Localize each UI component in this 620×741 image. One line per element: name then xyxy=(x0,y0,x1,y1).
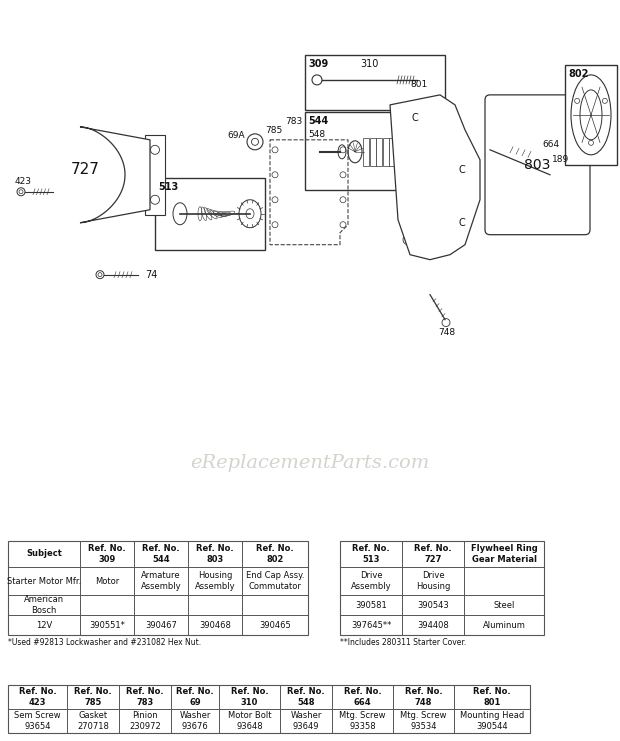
Text: 390543: 390543 xyxy=(417,601,449,610)
Text: Mounting Head
390544: Mounting Head 390544 xyxy=(460,711,524,731)
Polygon shape xyxy=(390,95,480,259)
Bar xyxy=(8,541,308,636)
Text: eReplacementParts.com: eReplacementParts.com xyxy=(190,454,430,472)
Text: 548: 548 xyxy=(308,130,325,139)
Text: Ref. No.
423: Ref. No. 423 xyxy=(19,687,56,707)
Bar xyxy=(145,135,165,215)
Text: Steel: Steel xyxy=(494,601,515,610)
Text: 544: 544 xyxy=(308,116,328,126)
Text: Ref. No.
664: Ref. No. 664 xyxy=(343,687,381,707)
Text: Aluminum: Aluminum xyxy=(482,621,525,630)
Text: Ref. No.
727: Ref. No. 727 xyxy=(414,544,452,564)
Text: 397645**: 397645** xyxy=(351,621,391,630)
Text: 390581: 390581 xyxy=(355,601,387,610)
Text: Gasket
270718: Gasket 270718 xyxy=(77,711,109,731)
Text: 189: 189 xyxy=(552,156,569,165)
Text: 802: 802 xyxy=(568,69,588,79)
Bar xyxy=(376,138,382,166)
Polygon shape xyxy=(80,127,150,223)
Text: 727: 727 xyxy=(71,162,99,177)
Text: C: C xyxy=(459,165,466,175)
Text: American
Bosch: American Bosch xyxy=(24,595,64,615)
Bar xyxy=(389,138,395,166)
Text: End Cap Assy.
Commutator: End Cap Assy. Commutator xyxy=(246,571,304,591)
Bar xyxy=(383,138,389,166)
Text: Ref. No.
802: Ref. No. 802 xyxy=(256,544,294,564)
Text: 394408: 394408 xyxy=(417,621,449,630)
Text: **Includes 280311 Starter Cover.: **Includes 280311 Starter Cover. xyxy=(340,639,466,648)
Text: Motor Bolt
93648: Motor Bolt 93648 xyxy=(228,711,272,731)
Text: 748: 748 xyxy=(438,328,455,337)
Text: 423: 423 xyxy=(15,177,32,186)
Text: 664: 664 xyxy=(542,140,559,150)
Bar xyxy=(155,178,265,250)
Text: Ref. No.
544: Ref. No. 544 xyxy=(142,544,180,564)
Bar xyxy=(422,138,428,166)
Text: Flywheel Ring
Gear Material: Flywheel Ring Gear Material xyxy=(471,544,538,564)
Text: *Used #92813 Lockwasher and #231082 Hex Nut.: *Used #92813 Lockwasher and #231082 Hex … xyxy=(8,639,201,648)
Text: 390465: 390465 xyxy=(259,621,291,630)
Text: 803: 803 xyxy=(525,158,551,172)
Bar xyxy=(340,541,544,636)
Text: C: C xyxy=(412,113,418,123)
Bar xyxy=(363,138,369,166)
Text: 390468: 390468 xyxy=(199,621,231,630)
Bar xyxy=(402,138,408,166)
Text: 513: 513 xyxy=(158,182,179,192)
Text: 801: 801 xyxy=(410,80,427,90)
Bar xyxy=(415,138,421,166)
Text: Ref. No.
783: Ref. No. 783 xyxy=(126,687,164,707)
Text: Armature
Assembly: Armature Assembly xyxy=(141,571,181,591)
Text: Ref. No.
310: Ref. No. 310 xyxy=(231,687,268,707)
Text: Starter Motor Mfr.: Starter Motor Mfr. xyxy=(7,576,81,585)
FancyBboxPatch shape xyxy=(485,95,590,235)
Bar xyxy=(565,65,617,165)
Text: Motor: Motor xyxy=(95,576,119,585)
Text: Housing
Assembly: Housing Assembly xyxy=(195,571,236,591)
Bar xyxy=(8,685,530,733)
Text: Drive
Housing: Drive Housing xyxy=(416,571,450,591)
Text: Ref. No.
785: Ref. No. 785 xyxy=(74,687,112,707)
Bar xyxy=(370,138,376,166)
Text: Ref. No.
548: Ref. No. 548 xyxy=(287,687,325,707)
Text: 69A: 69A xyxy=(227,131,245,140)
Text: Ref. No.
748: Ref. No. 748 xyxy=(405,687,442,707)
Text: Washer
93676: Washer 93676 xyxy=(179,711,211,731)
Text: Ref. No.
309: Ref. No. 309 xyxy=(88,544,126,564)
Text: 785: 785 xyxy=(265,126,282,135)
Text: 390467: 390467 xyxy=(145,621,177,630)
Text: Ref. No.
803: Ref. No. 803 xyxy=(196,544,234,564)
Text: Pinion
230972: Pinion 230972 xyxy=(129,711,161,731)
Text: 309: 309 xyxy=(308,59,328,69)
Text: Mtg. Screw
93358: Mtg. Screw 93358 xyxy=(339,711,386,731)
Text: Subject: Subject xyxy=(26,549,62,559)
Text: 783: 783 xyxy=(285,117,302,126)
Text: Mtg. Screw
93534: Mtg. Screw 93534 xyxy=(401,711,447,731)
Bar xyxy=(305,55,445,110)
Text: 310: 310 xyxy=(360,59,378,69)
Text: 12V: 12V xyxy=(36,621,52,630)
Text: Sem Screw
93654: Sem Screw 93654 xyxy=(14,711,61,731)
Text: Ref. No.
513: Ref. No. 513 xyxy=(352,544,390,564)
Text: C: C xyxy=(459,218,466,227)
Text: 74: 74 xyxy=(145,270,157,279)
Bar xyxy=(305,112,445,190)
Text: Washer
93649: Washer 93649 xyxy=(290,711,322,731)
Bar xyxy=(409,138,415,166)
Text: Ref. No.
801: Ref. No. 801 xyxy=(473,687,511,707)
Text: 390551*: 390551* xyxy=(89,621,125,630)
Text: Drive
Assembly: Drive Assembly xyxy=(351,571,391,591)
Bar xyxy=(396,138,402,166)
Text: Ref. No.
69: Ref. No. 69 xyxy=(176,687,214,707)
